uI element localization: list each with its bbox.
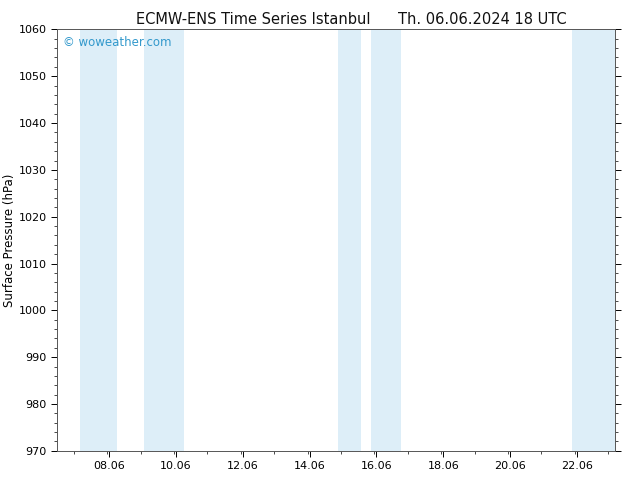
Bar	[81, 29, 117, 451]
Bar	[571, 29, 615, 451]
Text: ECMW-ENS Time Series Istanbul: ECMW-ENS Time Series Istanbul	[136, 12, 371, 27]
Bar	[338, 29, 361, 451]
Bar	[144, 29, 184, 451]
Text: Th. 06.06.2024 18 UTC: Th. 06.06.2024 18 UTC	[398, 12, 566, 27]
Bar	[371, 29, 401, 451]
Y-axis label: Surface Pressure (hPa): Surface Pressure (hPa)	[3, 173, 16, 307]
Text: © woweather.com: © woweather.com	[63, 36, 171, 49]
